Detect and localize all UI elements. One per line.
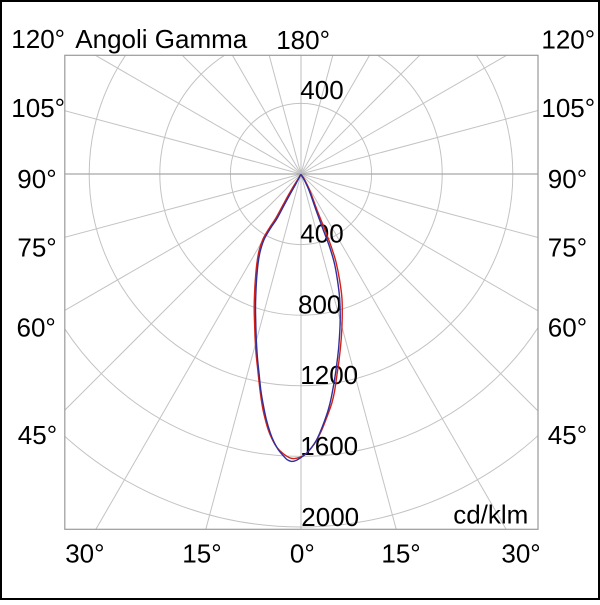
svg-text:1600: 1600: [300, 431, 358, 461]
svg-text:0°: 0°: [290, 539, 315, 569]
svg-text:120°: 120°: [541, 25, 595, 55]
svg-text:800: 800: [298, 289, 341, 319]
svg-text:120°: 120°: [11, 24, 65, 54]
svg-text:75°: 75°: [548, 232, 587, 262]
svg-text:30°: 30°: [501, 539, 540, 569]
svg-text:Angoli Gamma: Angoli Gamma: [75, 24, 247, 54]
svg-text:180°: 180°: [276, 25, 330, 55]
svg-text:cd/klm: cd/klm: [453, 500, 528, 530]
svg-text:15°: 15°: [381, 539, 420, 569]
svg-text:90°: 90°: [17, 164, 56, 194]
svg-text:105°: 105°: [11, 93, 65, 123]
svg-text:30°: 30°: [65, 539, 104, 569]
svg-text:1200: 1200: [300, 360, 358, 390]
svg-text:45°: 45°: [18, 420, 57, 450]
svg-text:105°: 105°: [541, 93, 595, 123]
svg-text:60°: 60°: [17, 313, 56, 343]
svg-text:45°: 45°: [548, 420, 587, 450]
svg-text:75°: 75°: [17, 232, 56, 262]
svg-text:60°: 60°: [548, 313, 587, 343]
svg-text:15°: 15°: [182, 539, 221, 569]
svg-text:90°: 90°: [548, 164, 587, 194]
svg-text:400: 400: [300, 75, 343, 105]
svg-text:2000: 2000: [301, 502, 359, 532]
